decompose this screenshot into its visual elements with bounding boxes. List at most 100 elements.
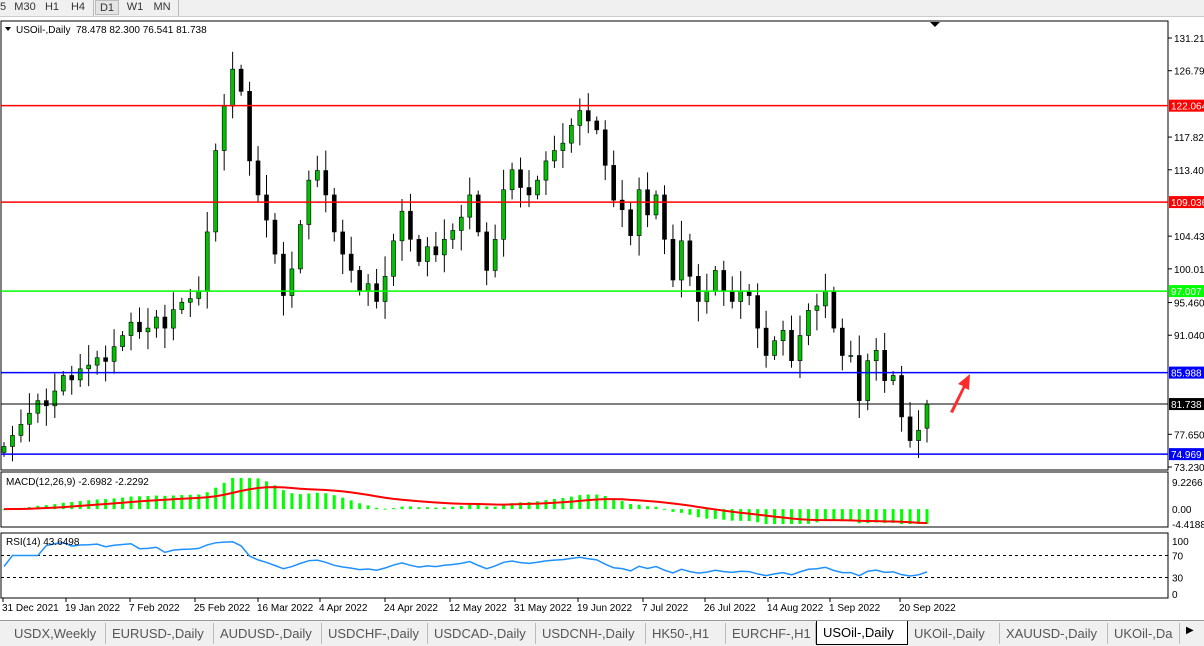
macd-histogram-bar: [527, 502, 531, 510]
macd-histogram-bar: [535, 501, 539, 510]
candle-bearish: [69, 375, 75, 381]
y-tick-label: 77.650: [1174, 430, 1204, 441]
macd-histogram-bar: [790, 509, 794, 524]
candle-bearish: [255, 160, 261, 196]
tab-scroll-right-icon[interactable]: ▶: [1186, 625, 1194, 636]
macd-histogram-bar: [519, 502, 523, 510]
y-tick-label: 95.460: [1174, 299, 1204, 310]
tab-usoil-daily[interactable]: USOil-,Daily: [816, 621, 908, 645]
candle-bearish: [729, 290, 735, 302]
candle-bullish: [77, 368, 83, 381]
timeframe-d1[interactable]: D1: [95, 0, 119, 15]
macd-histogram-bar: [298, 494, 302, 510]
candle-bearish: [281, 253, 286, 296]
macd-y-tick-label: 9.2266: [1172, 478, 1203, 489]
y-tick-label: 100.010: [1174, 265, 1204, 276]
macd-histogram-bar: [705, 509, 709, 519]
x-tick-label: 20 Sep 2022: [899, 603, 956, 614]
tab-hk50-h1[interactable]: HK50-,H1: [646, 623, 726, 644]
macd-histogram-bar: [612, 498, 616, 510]
candle-bullish: [298, 224, 303, 270]
tab-xauusd-daily[interactable]: XAUUSD-,Daily: [1000, 623, 1108, 644]
macd-histogram-bar: [442, 507, 446, 510]
macd-histogram-bar: [425, 507, 429, 510]
tab-eurusd-daily[interactable]: EURUSD-,Daily: [106, 623, 214, 644]
tab-eurchf-h1[interactable]: EURCHF-,H1: [726, 623, 816, 644]
macd-histogram-bar: [739, 509, 743, 521]
macd-histogram-bar: [925, 509, 929, 524]
candle-bullish: [467, 194, 473, 218]
tab-usdchf-daily[interactable]: USDCHF-,Daily: [322, 623, 428, 644]
candle-bullish: [187, 298, 193, 303]
y-tick-label: 131.210: [1174, 34, 1204, 45]
tab-audusd-daily[interactable]: AUDUSD-,Daily: [214, 623, 322, 644]
macd-histogram-bar: [451, 506, 455, 510]
candle-bearish: [340, 231, 346, 255]
candle-bearish: [433, 246, 439, 256]
macd-histogram-bar: [823, 509, 827, 521]
candle-bullish: [704, 290, 710, 302]
price-label-bg: [1169, 99, 1204, 112]
y-tick-label: 126.790: [1174, 67, 1204, 78]
rsi-y-tick-label: 70: [1172, 552, 1184, 563]
y-tick-label: 73.230: [1174, 463, 1204, 474]
candle-bullish: [60, 375, 66, 392]
candle-bullish: [179, 301, 185, 310]
candle-bearish: [484, 231, 489, 271]
tab-usdcad-daily[interactable]: USDCAD-,Daily: [428, 623, 536, 644]
tab-ukoil-daily[interactable]: UKOil-,Daily: [908, 623, 1000, 644]
macd-histogram-bar: [315, 492, 319, 510]
macd-histogram-bar: [214, 487, 218, 510]
timeframe-h4[interactable]: H4: [70, 1, 86, 13]
candle-bullish: [382, 276, 388, 302]
price-label-bg: [1169, 366, 1204, 379]
candle-bearish: [272, 219, 278, 255]
candle-bearish: [408, 210, 413, 240]
candle-bullish: [569, 125, 574, 144]
macd-histogram-bar: [654, 506, 658, 510]
candle-bearish: [475, 194, 481, 233]
candle-bullish: [145, 327, 151, 333]
candle-bearish: [628, 209, 633, 236]
macd-histogram-bar: [281, 490, 285, 510]
candle-bullish: [120, 335, 125, 347]
current-price-label: 81.738: [1171, 400, 1202, 411]
timeframe-m30[interactable]: M30: [14, 1, 36, 13]
candle-bullish: [94, 357, 100, 366]
macd-histogram-bar: [646, 506, 650, 510]
macd-histogram-bar: [883, 509, 887, 523]
candle-bullish: [196, 290, 202, 299]
macd-histogram-bar: [459, 505, 463, 510]
candle-bullish: [797, 335, 803, 361]
macd-histogram-bar: [476, 504, 480, 510]
symbol-label: USOil-,Daily: [16, 25, 70, 36]
macd-histogram-bar: [569, 496, 573, 510]
timeframe-mn[interactable]: MN: [153, 1, 171, 13]
toolbar-divider: [178, 0, 179, 16]
macd-histogram-bar: [603, 495, 607, 510]
candle-bullish: [560, 142, 566, 151]
tab-usdx-weekly[interactable]: USDX,Weekly: [8, 623, 106, 644]
timeframe-w1[interactable]: W1: [126, 1, 144, 13]
candle-bullish: [230, 68, 235, 107]
candle-bullish: [814, 305, 820, 311]
candle-bullish: [780, 330, 786, 341]
tab-ukoil-daily-2[interactable]: UKOil-,Da: [1108, 623, 1180, 644]
timeframe-h1[interactable]: H1: [44, 1, 60, 13]
chart-tabs: USDX,Weekly EURUSD-,Daily AUDUSD-,Daily …: [0, 620, 1204, 646]
candle-bullish: [552, 150, 557, 162]
tab-usdcnh-daily[interactable]: USDCNH-,Daily: [536, 623, 646, 644]
candle-bearish: [882, 350, 887, 381]
price-chart[interactable]: 131.210 126.790 117.820 113.400 104.430 100.0…: [0, 0, 1204, 620]
candle-bullish: [848, 355, 854, 357]
candle-bullish: [425, 246, 430, 262]
candle-bearish: [264, 194, 269, 221]
current-price-bg: [1169, 398, 1204, 411]
macd-y-tick-label: -4.4188: [1172, 520, 1204, 531]
macd-histogram-bar: [222, 482, 226, 510]
candle-bearish: [348, 253, 354, 271]
timeframe-5[interactable]: 5: [0, 1, 7, 13]
candle-bearish: [585, 110, 591, 122]
macd-histogram-bar: [671, 509, 675, 512]
candle-bullish: [865, 360, 871, 401]
